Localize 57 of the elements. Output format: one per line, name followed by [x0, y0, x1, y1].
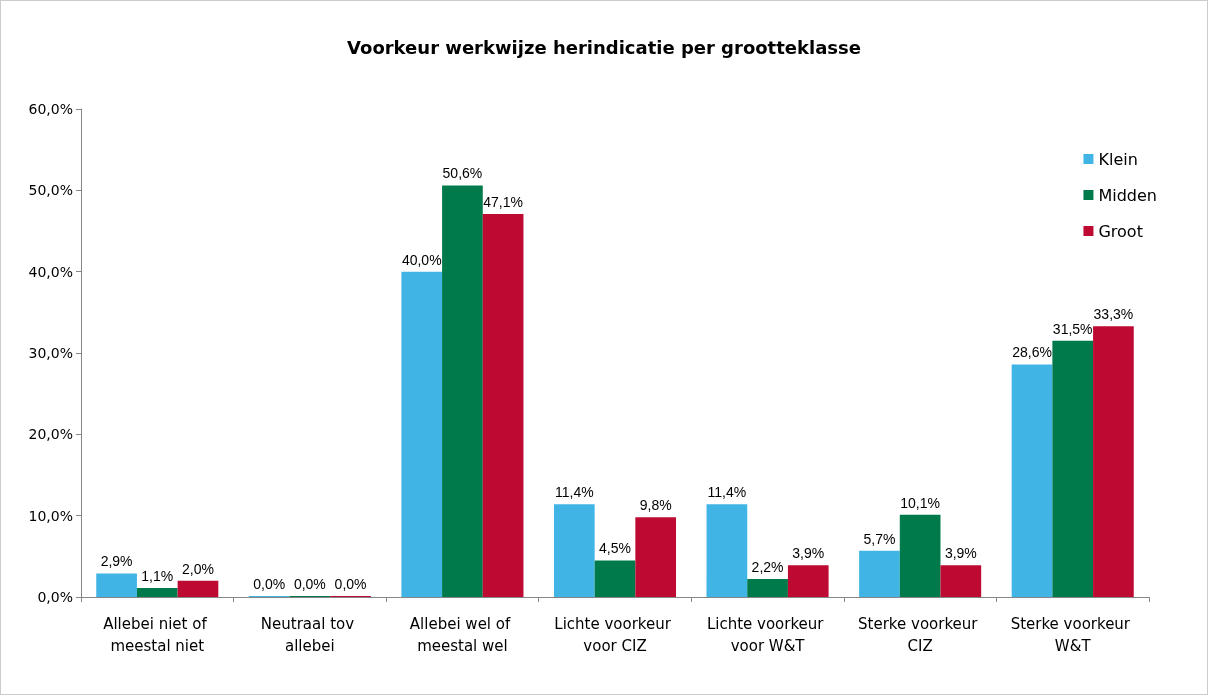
data-label: 28,6% — [1012, 344, 1052, 361]
chart-title: Voorkeur werkwijze herindicatie per grootteklasse — [347, 36, 861, 58]
data-label: 40,0% — [401, 251, 442, 268]
bar — [706, 504, 748, 597]
bar — [553, 504, 595, 597]
y-tick-label: 30,0% — [28, 345, 73, 361]
bar — [401, 271, 443, 597]
y-tick-label: 40,0% — [28, 263, 73, 280]
data-label: 47,1% — [483, 193, 523, 210]
data-label: 2,9% — [100, 553, 133, 570]
data-label: 11,4% — [554, 484, 594, 501]
bar — [635, 517, 677, 597]
bar — [899, 514, 941, 597]
data-label: 0,0% — [334, 576, 367, 592]
bar — [1011, 364, 1053, 597]
data-label: 10,1% — [900, 494, 940, 511]
bar — [136, 588, 178, 597]
y-tick-label: 20,0% — [28, 426, 73, 443]
x-tick-label: Allebei niet of meestal niet — [103, 615, 212, 655]
data-label: 1,1% — [141, 568, 174, 585]
x-tick-label: Sterke voorkeur CIZ — [858, 615, 983, 655]
data-label: 0,0% — [253, 576, 286, 592]
y-tick-label: 0,0% — [37, 589, 73, 605]
data-label: 2,0% — [182, 560, 214, 577]
data-label: 31,5% — [1052, 320, 1093, 337]
data-label: 2,2% — [751, 559, 784, 576]
legend-label: Klein — [1098, 149, 1138, 169]
bar — [482, 213, 524, 597]
data-label: 3,9% — [792, 545, 825, 562]
bar — [747, 579, 788, 597]
y-tick-label: 10,0% — [28, 507, 73, 524]
bar — [787, 565, 829, 597]
x-tick-label: Neutraal tov allebei — [260, 615, 359, 655]
y-tick-label: 50,0% — [28, 182, 73, 199]
data-label: 3,9% — [944, 545, 977, 562]
data-label: 50,6% — [442, 165, 483, 182]
data-label: 11,4% — [707, 484, 747, 501]
bar — [96, 573, 137, 597]
x-tick-label: Lichte voorkeur voor W&T — [706, 615, 829, 655]
bar — [1052, 340, 1094, 597]
data-label: 4,5% — [599, 540, 631, 557]
data-label: 5,7% — [863, 530, 896, 547]
data-label: 0,0% — [293, 576, 326, 592]
bar — [177, 580, 219, 597]
x-tick-label: Lichte voorkeur voor CIZ — [554, 615, 676, 655]
y-tick-label: 60,0% — [28, 101, 73, 117]
legend-label: Midden — [1098, 185, 1157, 205]
x-tick-label: Allebei wel of meestal wel — [409, 615, 516, 655]
bar — [940, 565, 982, 597]
x-tick-label: Sterke voorkeur W&T — [1010, 615, 1135, 655]
legend-label: Groot — [1098, 221, 1143, 241]
bar — [859, 550, 900, 597]
data-label: 9,8% — [639, 497, 672, 514]
bar — [594, 560, 636, 597]
data-label: 33,3% — [1093, 306, 1134, 323]
bar — [442, 185, 483, 597]
bar — [1093, 326, 1134, 597]
